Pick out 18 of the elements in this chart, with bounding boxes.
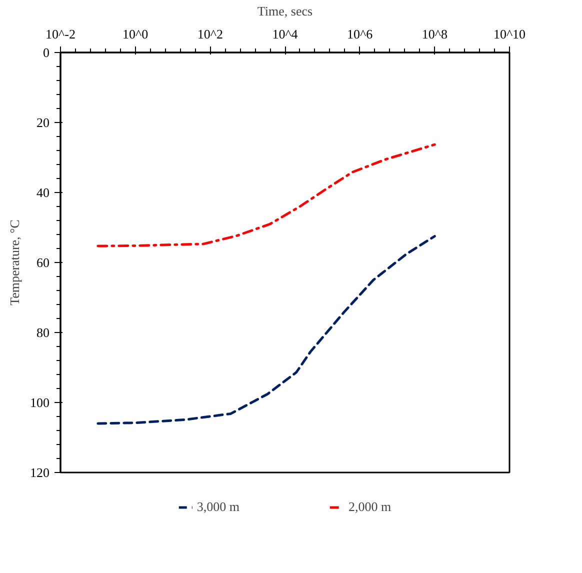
- y-tick-label: 80: [36, 325, 50, 340]
- y-tick-label: 20: [36, 115, 50, 130]
- y-tick-label: 40: [36, 185, 50, 200]
- y-tick-label: 60: [36, 255, 50, 270]
- legend-label: 3,000 m: [196, 499, 240, 515]
- legend-label: 2,000 m: [348, 499, 392, 515]
- x-tick-label: 10^2: [197, 26, 223, 42]
- x-tick-label: 10^10: [493, 26, 526, 42]
- x-tick-label: 10^8: [422, 26, 448, 42]
- y-axis-title: Temperature, °C: [7, 220, 22, 306]
- y-tick-label: 120: [30, 465, 50, 480]
- x-axis-title: Time, secs: [257, 4, 313, 18]
- x-tick-label: 10^4: [272, 26, 298, 42]
- y-tick-label: 0: [43, 45, 50, 60]
- x-tick-label: 10^-2: [46, 26, 76, 42]
- x-tick-label: 10^6: [347, 26, 374, 42]
- y-tick-label: 100: [30, 395, 50, 410]
- x-tick-label: 10^0: [122, 26, 148, 42]
